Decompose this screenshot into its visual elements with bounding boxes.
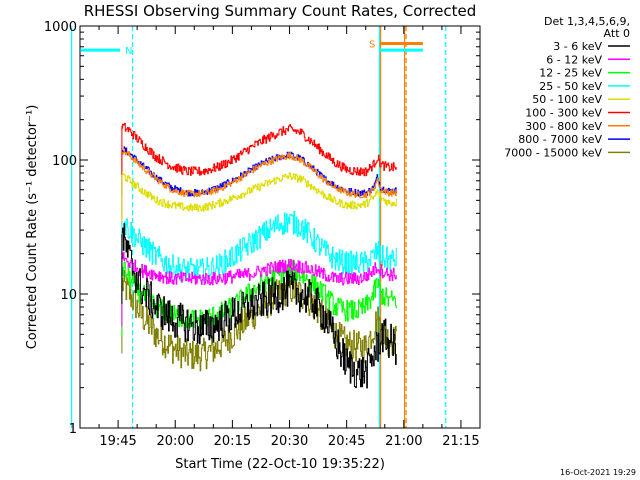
series-6-line — [121, 148, 397, 199]
series-0-line — [121, 223, 397, 389]
x-tick-label-4: 20:45 — [328, 434, 365, 449]
legend-entry-6: 300 - 800 keV — [525, 120, 602, 133]
legend-entry-8: 7000 - 15000 keV — [504, 146, 602, 159]
x-tick-label-3: 20:30 — [271, 434, 308, 449]
y-tick-label-3: 1000 — [44, 20, 77, 35]
flag-label-0: N — [125, 46, 132, 57]
series-4-line — [121, 171, 397, 212]
axes: 1 10 100 1000 19:45 20:00 20:15 20:30 20:45 21:00… — [44, 20, 481, 449]
y-tick-label-1: 10 — [60, 288, 77, 303]
x-axis-label: Start Time (22-Oct-10 19:35:22) — [175, 457, 385, 472]
series-layer — [121, 122, 397, 389]
legend-entry-2: 12 - 25 keV — [539, 67, 602, 80]
series-7-line — [121, 146, 397, 197]
series-3-line — [121, 210, 397, 283]
x-tick-label-0: 19:45 — [99, 434, 136, 449]
y-tick-label-2: 100 — [52, 154, 77, 169]
legend-header-1: Att 0 — [604, 27, 630, 40]
x-tick-label-5: 21:00 — [385, 434, 422, 449]
flag-bars: NS — [81, 40, 423, 57]
y-axis-label: Corrected Count Rate (s⁻¹ detector⁻¹) — [25, 105, 40, 350]
legend-entry-1: 6 - 12 keV — [546, 53, 602, 66]
legend-entry-4: 50 - 100 keV — [532, 93, 602, 106]
legend-entry-0: 3 - 6 keV — [553, 40, 602, 53]
legend-entry-3: 25 - 50 keV — [539, 80, 602, 93]
x-tick-label-1: 20:00 — [157, 434, 194, 449]
y-tick-label-0: 1 — [69, 422, 77, 437]
x-tick-label-2: 20:15 — [214, 434, 251, 449]
legend-entry-7: 800 - 7000 keV — [518, 133, 602, 146]
plot-frame — [79, 25, 481, 429]
series-5-line — [121, 122, 397, 177]
legend-header-0: Det 1,3,4,5,6,9, — [544, 15, 630, 28]
series-1-line — [121, 252, 397, 286]
footer-timestamp: 16-Oct-2021 19:29 — [560, 468, 636, 477]
flag-label-1: S — [369, 40, 375, 51]
legend-entry-5: 100 - 300 keV — [525, 107, 602, 120]
x-tick-label-6: 21:15 — [442, 434, 479, 449]
chart-title: RHESSI Observing Summary Count Rates, Co… — [84, 2, 477, 20]
